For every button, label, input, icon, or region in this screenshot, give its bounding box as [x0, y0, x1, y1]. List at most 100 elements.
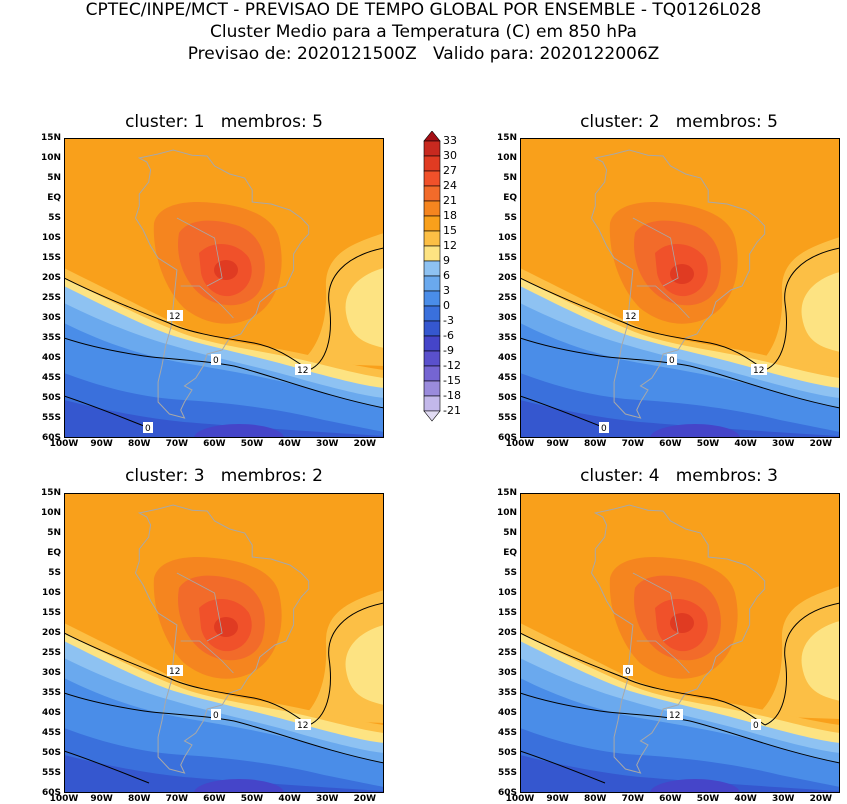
colorbar-label: -18 [443, 389, 461, 402]
map-panel-1: 12 0 12 0 [64, 138, 384, 438]
contour-label [751, 364, 767, 375]
lon-tick-label: 50W [240, 794, 264, 804]
lat-tick-label: 15S [41, 608, 61, 618]
lat-tick-label: 45S [41, 373, 61, 383]
lat-tick-label: 20S [41, 628, 61, 638]
contour-label-text: 12 [669, 711, 680, 721]
contour-label [623, 665, 633, 676]
contour-label-text: 12 [297, 721, 308, 731]
contour-label [295, 719, 311, 730]
lat-tick-label: 25S [497, 293, 517, 303]
lat-tick-label: 5N [503, 528, 517, 538]
lat-tick-label: 45S [497, 373, 517, 383]
lon-tick-label: 40W [734, 439, 757, 449]
contour-label [295, 364, 311, 375]
contour-label [751, 719, 761, 730]
colorbar [423, 131, 441, 422]
lat-tick-label: 45S [497, 728, 517, 738]
lat-tick-label: 15S [497, 608, 517, 618]
colorbar-label: -21 [443, 404, 461, 417]
lat-tick-label: 40S [497, 353, 517, 363]
contour-label-text: 12 [625, 312, 636, 322]
contour-label-text: 0 [213, 711, 219, 721]
lat-tick-label: 5N [47, 173, 61, 183]
colorbar-label: 15 [443, 224, 457, 237]
lon-tick-label: 70W [621, 439, 645, 449]
header-line-1: CPTEC/INPE/MCT - PREVISAO DE TEMPO GLOBA… [85, 0, 762, 20]
colorbar-label: 12 [443, 239, 457, 252]
lat-tick-label: 55S [497, 413, 517, 423]
colorbar-label: 27 [443, 164, 457, 177]
lat-tick-label: 10S [497, 588, 517, 598]
lat-tick-label: 50S [497, 393, 517, 403]
lat-tick-label: 30S [497, 668, 517, 678]
lon-tick-label: 50W [696, 439, 720, 449]
colorbar-label: 3 [443, 284, 450, 297]
map-panel-2: 12 0 12 0 [520, 138, 840, 438]
contour-label [667, 354, 677, 365]
lat-tick-label: 40S [497, 708, 517, 718]
lat-tick-label: 35S [497, 333, 517, 343]
lat-tick-label: 30S [41, 668, 61, 678]
lat-tick-label: 50S [497, 748, 517, 758]
contour-label-text: 0 [601, 424, 607, 434]
colorbar-label: 33 [443, 134, 457, 147]
lat-tick-label: 15N [496, 488, 517, 498]
lat-tick-label: 5S [504, 213, 517, 223]
lon-tick-label: 80W [583, 439, 607, 449]
header-line-2: Cluster Medio para a Temperatura (C) em … [210, 22, 637, 42]
lat-tick-label: 10N [40, 153, 61, 163]
lon-tick-label: 80W [583, 794, 607, 804]
lon-tick-label: 90W [90, 794, 113, 804]
lon-tick-label: 90W [90, 439, 113, 449]
lon-tick-label: 20W [809, 794, 833, 804]
lon-tick-label: 60W [659, 794, 682, 804]
lat-tick-label: 10S [41, 588, 61, 598]
lat-tick-label: 10S [497, 233, 517, 243]
lat-tick-label: 20S [41, 273, 61, 283]
lat-tick-label: 15S [497, 253, 517, 263]
lat-tick-label: 30S [497, 313, 517, 323]
lat-tick-label: 25S [41, 293, 61, 303]
lon-tick-label: 70W [621, 794, 645, 804]
lat-tick-label: 30S [41, 313, 61, 323]
lon-tick-label: 30W [771, 439, 795, 449]
lat-tick-label: EQ [47, 548, 61, 558]
lat-tick-label: 20S [497, 628, 517, 638]
colorbar-label: -3 [443, 314, 454, 327]
lon-tick-label: 40W [278, 794, 301, 804]
panel-title: cluster: 3 membros: 2 [125, 466, 323, 486]
lon-tick-label: 100W [49, 439, 79, 449]
lat-tick-label: 5S [504, 568, 517, 578]
lat-tick-label: 35S [41, 688, 61, 698]
lon-tick-label: 100W [49, 794, 79, 804]
contour-label-text: 0 [625, 667, 631, 677]
lon-tick-label: 90W [546, 794, 569, 804]
lat-tick-label: 55S [41, 413, 61, 423]
lon-tick-label: 60W [203, 794, 226, 804]
colorbar-label: 24 [443, 179, 457, 192]
lon-tick-label: 60W [659, 439, 682, 449]
contour-label-text: 0 [669, 356, 675, 366]
header-line-3: Previsao de: 2020121500Z Valido para: 20… [187, 44, 660, 64]
lat-tick-label: 60S [497, 788, 517, 798]
lat-tick-label: 5N [503, 173, 517, 183]
contour-label-text: 0 [145, 424, 151, 434]
contour-label-text: 0 [753, 721, 759, 731]
contour-label [167, 665, 183, 676]
lon-tick-label: 30W [315, 439, 339, 449]
lat-tick-label: 25S [41, 648, 61, 658]
lon-tick-label: 100W [505, 439, 535, 449]
lat-tick-label: 35S [41, 333, 61, 343]
contour-label [167, 310, 183, 321]
lat-tick-label: EQ [503, 193, 517, 203]
contour-label [599, 422, 609, 433]
colorbar-label: 6 [443, 269, 450, 282]
colorbar-label: -12 [443, 359, 461, 372]
lat-tick-label: 55S [41, 768, 61, 778]
lon-tick-label: 20W [353, 794, 377, 804]
lat-tick-label: EQ [47, 193, 61, 203]
panel-title: cluster: 2 membros: 5 [580, 112, 778, 132]
lat-tick-label: 5S [48, 568, 61, 578]
lat-tick-label: 10N [496, 508, 517, 518]
